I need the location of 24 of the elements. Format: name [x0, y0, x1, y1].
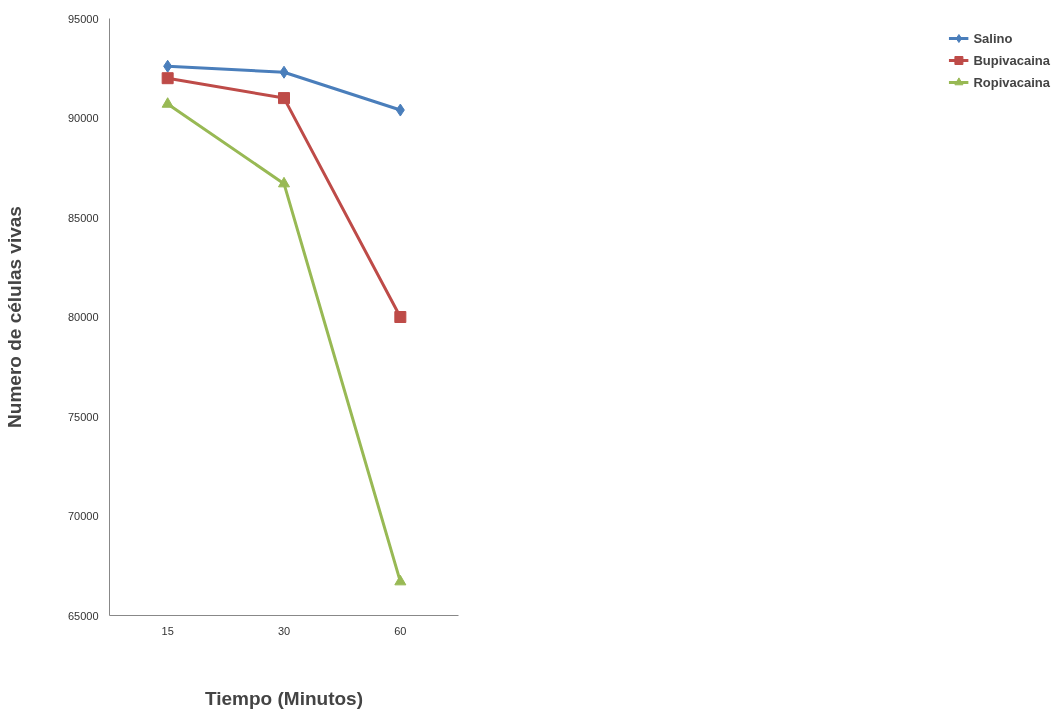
y-tick-label: 65000: [67, 609, 99, 622]
x-tick-label: 30: [277, 624, 291, 637]
point: [161, 72, 174, 85]
y-tick-label: 70000: [67, 510, 99, 522]
y-tick-label: 85000: [67, 211, 99, 224]
point: [163, 59, 173, 73]
point: [394, 311, 407, 323]
x-tick-label: 15: [161, 624, 174, 637]
legend-label: Salino: [973, 30, 1013, 46]
y-tick-label: 95000: [67, 12, 99, 25]
x-axis-title: Tiempo (Minutos): [205, 687, 363, 709]
point: [161, 97, 174, 108]
y-axis-title: Numero de células vivas: [3, 206, 25, 428]
legend-label: Bupivacaina: [973, 52, 1050, 68]
legend-label: Ropivacaina: [973, 74, 1050, 90]
x-tick-label: 60: [394, 624, 407, 637]
y-tick-label: 80000: [67, 311, 99, 323]
y-tick-label: 90000: [67, 112, 99, 124]
point: [278, 176, 290, 188]
point: [395, 103, 405, 117]
point: [278, 92, 290, 105]
y-tick-label: 75000: [67, 410, 99, 423]
point: [394, 574, 407, 586]
point: [279, 65, 289, 79]
